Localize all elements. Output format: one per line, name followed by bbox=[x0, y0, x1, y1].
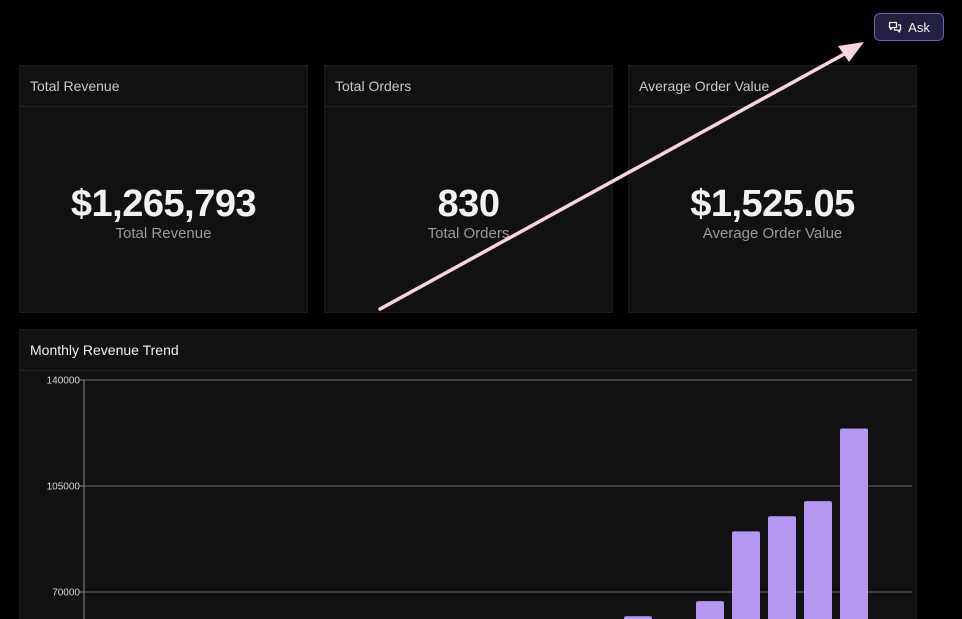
chart-bar bbox=[696, 601, 724, 619]
kpi-value: 830 bbox=[437, 183, 500, 225]
chart-panel-monthly-revenue: Monthly Revenue Trend 70000 105000 140000 bbox=[19, 329, 917, 619]
chart-bar bbox=[732, 531, 760, 619]
ask-button-label: Ask bbox=[908, 19, 930, 35]
chart-bar bbox=[840, 428, 868, 619]
ask-button[interactable]: Ask bbox=[874, 13, 944, 41]
kpi-value: $1,265,793 bbox=[70, 183, 257, 225]
chat-bubbles-icon bbox=[888, 20, 902, 34]
chart-bar bbox=[804, 501, 832, 619]
kpi-card-title: Average Order Value bbox=[629, 66, 916, 107]
kpi-card-total-orders: Total Orders 830 Total Orders bbox=[324, 65, 613, 313]
y-tick-label: 70000 bbox=[52, 588, 80, 599]
annotation-arrow-head bbox=[838, 42, 864, 62]
kpi-value: $1,525.05 bbox=[690, 183, 855, 225]
revenue-bar-chart: 70000 105000 140000 bbox=[47, 376, 912, 619]
kpi-card-title: Total Revenue bbox=[20, 66, 307, 107]
kpi-card-total-revenue: Total Revenue $1,265,793 Total Revenue bbox=[19, 65, 308, 313]
chart-title: Monthly Revenue Trend bbox=[20, 330, 916, 371]
kpi-label: Total Orders bbox=[427, 225, 510, 242]
kpi-card-average-order-value: Average Order Value $1,525.05 Average Or… bbox=[628, 65, 917, 313]
kpi-label: Total Revenue bbox=[115, 225, 212, 242]
y-tick-label: 105000 bbox=[47, 482, 81, 493]
chart-bar bbox=[624, 616, 652, 619]
y-tick-label: 140000 bbox=[47, 376, 81, 387]
chart-bar bbox=[768, 516, 796, 619]
kpi-label: Average Order Value bbox=[702, 225, 843, 242]
kpi-card-title: Total Orders bbox=[325, 66, 612, 107]
